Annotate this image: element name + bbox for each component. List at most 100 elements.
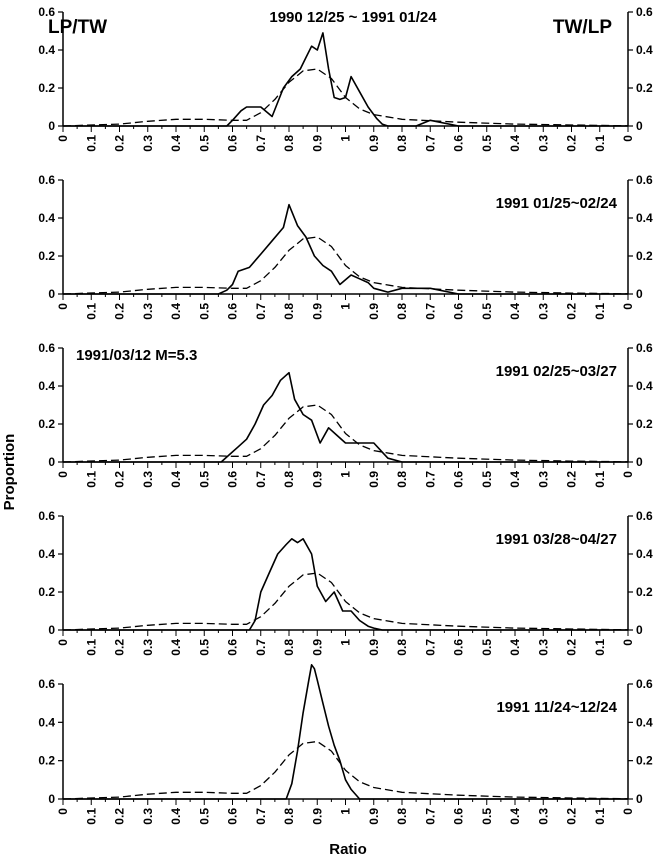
x-tick-label: 0.4 — [169, 808, 183, 825]
y-tick-label-left: 0 — [48, 792, 55, 806]
chart-panel-5: 0 00.2 0.20.4 0.40.6 0.60 0.1 0.2 0.3 0.4 0.5 0.6 0… — [38, 664, 653, 825]
y-tick-label-right: 0 — [636, 119, 643, 133]
x-tick-label: 0.6 — [452, 808, 466, 825]
panel-title: 1991 11/24~12/24 — [496, 699, 617, 716]
x-tick-label: 0.1 — [84, 639, 98, 656]
x-tick-label: 0.4 — [508, 639, 522, 656]
x-tick-label: 0.3 — [141, 135, 155, 152]
x-tick-label: 0.8 — [282, 303, 296, 320]
y-tick-label-left: 0.4 — [38, 43, 55, 57]
x-tick-label: 0.9 — [367, 808, 381, 825]
x-tick-label: 0.3 — [141, 303, 155, 320]
x-tick-label: 0.1 — [84, 135, 98, 152]
observed-series-line — [63, 664, 628, 800]
y-tick-label-left: 0 — [48, 287, 55, 301]
x-tick-label: 0.5 — [480, 808, 494, 825]
y-tick-label-right: 0.2 — [636, 585, 653, 599]
x-tick-label: 0.6 — [452, 135, 466, 152]
x-tick-label: 0.2 — [113, 471, 127, 488]
y-tick-label-left: 0.4 — [38, 715, 55, 729]
x-tick-label: 0 — [56, 303, 70, 310]
x-tick-label: 0.8 — [395, 303, 409, 320]
panel-annotation: 1991/03/12 M=5.3 — [76, 347, 197, 364]
y-tick-label-right: 0.2 — [636, 754, 653, 768]
y-tick-label-left: 0.6 — [38, 5, 55, 19]
x-tick-label: 0.9 — [310, 135, 324, 152]
x-tick-label: 0.4 — [169, 639, 183, 656]
x-tick-label: 0.4 — [508, 471, 522, 488]
y-tick-label-left: 0.6 — [38, 677, 55, 691]
observed-series-line — [63, 538, 628, 631]
y-tick-label-right: 0.2 — [636, 81, 653, 95]
x-tick-label: 0 — [621, 303, 635, 310]
reference-series-line — [62, 404, 629, 463]
x-tick-label: 0.5 — [197, 471, 211, 488]
x-tick-label: 0.6 — [226, 639, 240, 656]
x-tick-label: 0.4 — [169, 471, 183, 488]
chart-panel-1: 0 00.2 0.20.4 0.40.6 0.60 0.1 0.2 0.3 0.4 0.5 0.6 0… — [38, 5, 653, 152]
x-tick-label: 0.9 — [367, 303, 381, 320]
x-tick-label: 0.8 — [395, 808, 409, 825]
y-tick-label-left: 0.4 — [38, 379, 55, 393]
y-tick-label-right: 0.4 — [636, 211, 653, 225]
x-tick-label: 0.2 — [565, 135, 579, 152]
x-tick-label: 0.9 — [310, 471, 324, 488]
x-tick-label: 0.5 — [197, 808, 211, 825]
x-tick-label: 0.9 — [367, 471, 381, 488]
x-tick-label: 0.2 — [113, 303, 127, 320]
y-tick-label-right: 0.2 — [636, 249, 653, 263]
x-tick-label: 0.1 — [84, 303, 98, 320]
x-tick-label: 0.3 — [536, 471, 550, 488]
y-tick-label-right: 0.6 — [636, 5, 653, 19]
x-tick-label: 0.6 — [452, 471, 466, 488]
x-tick-label: 0.9 — [310, 808, 324, 825]
x-tick-label: 0.6 — [226, 471, 240, 488]
x-tick-label: 0.4 — [169, 303, 183, 320]
x-tick-label: 0.9 — [310, 303, 324, 320]
y-tick-label-right: 0 — [636, 623, 643, 637]
x-tick-label: 0.3 — [141, 808, 155, 825]
x-tick-label: 0.6 — [226, 135, 240, 152]
x-tick-label: 0.1 — [593, 808, 607, 825]
left-corner-label: LP/TW — [48, 17, 107, 38]
x-tick-label: 0.9 — [310, 639, 324, 656]
x-tick-label: 0.7 — [254, 135, 268, 152]
y-tick-label-right: 0.4 — [636, 715, 653, 729]
y-tick-label-left: 0.2 — [38, 249, 55, 263]
x-tick-label: 0.2 — [565, 303, 579, 320]
y-tick-label-right: 0.6 — [636, 173, 653, 187]
y-tick-label-left: 0.4 — [38, 211, 55, 225]
chart-panel-2: 0 00.2 0.20.4 0.40.6 0.60 0.1 0.2 0.3 0.4 0.5 0.6 0… — [38, 173, 653, 320]
x-tick-label: 0.5 — [197, 135, 211, 152]
x-tick-label: 0.2 — [565, 808, 579, 825]
x-tick-label: 0.3 — [536, 808, 550, 825]
x-tick-label: 1 — [339, 471, 353, 478]
x-tick-label: 0.9 — [367, 135, 381, 152]
x-tick-label: 0 — [621, 639, 635, 646]
x-tick-label: 0.6 — [226, 808, 240, 825]
x-tick-label: 0.7 — [423, 135, 437, 152]
x-tick-label: 0.8 — [395, 471, 409, 488]
right-corner-label: TW/LP — [553, 17, 612, 38]
chart-panel-3: 0 00.2 0.20.4 0.40.6 0.60 0.1 0.2 0.3 0.4 0.5 0.6 0… — [38, 341, 653, 488]
x-tick-label: 0.4 — [508, 303, 522, 320]
y-tick-label-right: 0.4 — [636, 379, 653, 393]
x-tick-label: 0.1 — [84, 471, 98, 488]
observed-series-line — [63, 32, 628, 127]
y-tick-label-right: 0.6 — [636, 509, 653, 523]
x-tick-label: 0.3 — [141, 471, 155, 488]
panel-title: 1991 02/25~03/27 — [496, 363, 617, 380]
x-tick-label: 0.7 — [254, 471, 268, 488]
x-tick-label: 0.8 — [282, 808, 296, 825]
x-tick-label: 0.5 — [480, 303, 494, 320]
x-tick-label: 1 — [339, 808, 353, 815]
y-tick-label-left: 0.6 — [38, 509, 55, 523]
y-axis-label: Proportion — [1, 434, 18, 511]
x-tick-label: 0.5 — [197, 639, 211, 656]
y-tick-label-left: 0.2 — [38, 754, 55, 768]
x-tick-label: 0 — [56, 808, 70, 815]
x-tick-label: 0.5 — [480, 639, 494, 656]
y-tick-label-left: 0.2 — [38, 585, 55, 599]
panel-title: 1990 12/25 ~ 1991 01/24 — [269, 9, 437, 26]
x-tick-label: 0.1 — [84, 808, 98, 825]
